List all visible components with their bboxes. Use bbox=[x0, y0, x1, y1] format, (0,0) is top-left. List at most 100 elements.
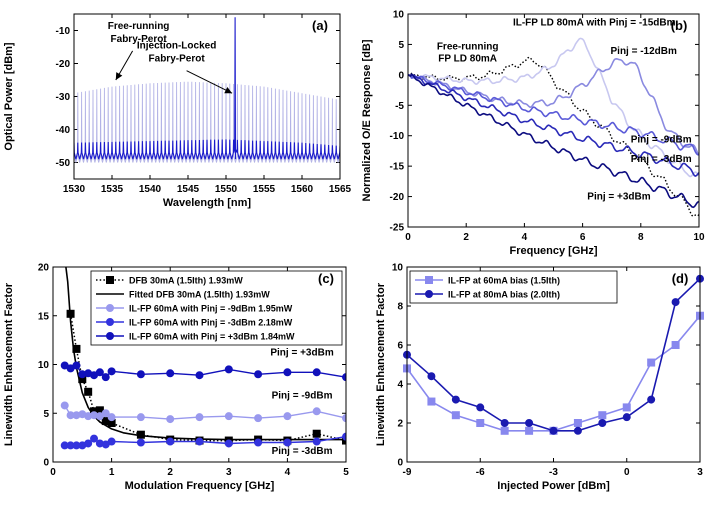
panel-b-ytick-label: 10 bbox=[393, 10, 405, 21]
panel-b-ytick-label: 0 bbox=[398, 70, 404, 81]
panel-d-point-s80 bbox=[525, 419, 534, 427]
panel-c-point-m9 bbox=[283, 412, 292, 421]
panel-c-point-p3 bbox=[224, 365, 233, 374]
panel-c-point-m3 bbox=[254, 438, 263, 447]
panel-d-xtick-label: 0 bbox=[624, 467, 630, 478]
panel-d-point-s60 bbox=[598, 411, 607, 420]
panel-c-frame bbox=[52, 266, 347, 463]
panel-c-annotation-c2: Pinj = -9dBm bbox=[272, 391, 333, 402]
panel-d-point-s60 bbox=[622, 403, 631, 412]
panel-c-point-p3 bbox=[72, 361, 81, 370]
panel-c-point-m3 bbox=[90, 434, 99, 443]
panel-d-point-s80 bbox=[647, 395, 656, 404]
panel-b-series-m3 bbox=[408, 74, 699, 177]
panel-c-xtick-label: 0 bbox=[50, 467, 56, 478]
panel-c-point-p3 bbox=[195, 371, 204, 380]
panel-b-ytick-label: -10 bbox=[390, 131, 405, 142]
panel-c-legend-label-p3: IL-FP 60mA with Pinj = +3dBm 1.84mW bbox=[129, 332, 295, 342]
panel-c-point-m3 bbox=[84, 439, 93, 448]
panel-d-point-s80 bbox=[451, 395, 460, 404]
panel-d-legend-label-s80: IL-FP at 80mA bias (2.0Ith) bbox=[448, 290, 560, 300]
panel-a-ytick-label: -20 bbox=[56, 59, 71, 70]
panel-d-ylabel: Linewidth Enhancement Factor bbox=[375, 282, 387, 446]
panel-a-xtick-label: 1540 bbox=[139, 184, 162, 195]
panel-c-legend-marker-p3 bbox=[106, 332, 114, 340]
panel-d-ytick-label: 6 bbox=[397, 341, 403, 352]
panel-b-annotation-b6: Pinj = +3dBm bbox=[587, 192, 650, 203]
panel-b-annotation-b1: IL-FP LD 80mA with Pinj = -15dBm bbox=[513, 18, 676, 29]
panel-b-traces bbox=[408, 37, 699, 217]
panel-c-point-m3 bbox=[195, 437, 204, 446]
panel-c-point-dfb bbox=[342, 436, 346, 445]
panel-c-legend-marker-m9 bbox=[106, 304, 114, 312]
panel-c-point-p3 bbox=[342, 373, 346, 382]
panel-c-xtick-label: 3 bbox=[226, 467, 232, 478]
panel-a-annotation-free_label: Fabry-Perot bbox=[111, 34, 168, 45]
panel-a-series-free bbox=[74, 81, 340, 163]
panel-b-annotation-b2: Free-running bbox=[437, 41, 499, 52]
panel-c: 0 1 2 3 4 5 0 5 10 15 20 Modulation Frequency [GHz]… bbox=[3, 263, 349, 493]
panel-b-annotation-b5: Pinj = -3dBm bbox=[631, 154, 692, 165]
panel-c-ytick-label: 0 bbox=[43, 458, 49, 469]
panel-a-arrow-locked_label bbox=[186, 70, 233, 94]
panel-a-xtick-label: 1565 bbox=[329, 184, 352, 195]
panel-c-legend-label-fit: Fitted DFB 30mA (1.5Ith) 1.93mW bbox=[129, 290, 270, 300]
panel-d-legend-marker-s80 bbox=[425, 290, 433, 298]
panel-b-xtick-label: 4 bbox=[522, 232, 528, 243]
panel-c-point-m9 bbox=[101, 409, 110, 418]
panel-a-frame bbox=[73, 13, 341, 180]
panel-c-ytick-label: 10 bbox=[38, 360, 50, 371]
panel-b-plot-area bbox=[408, 14, 699, 227]
panel-a-xtick-label: 1550 bbox=[215, 184, 238, 195]
panel-a-xlabel: Wavelength [nm] bbox=[163, 197, 252, 209]
panel-a-tag: (a) bbox=[312, 18, 328, 33]
panel-c-legend-label-m3: IL-FP 60mA with Pinj = -3dBm 2.18mW bbox=[129, 318, 293, 328]
panel-d-xtick-label: -3 bbox=[549, 467, 558, 478]
panel-c-point-m9 bbox=[60, 401, 69, 410]
panel-b-xtick-label: 10 bbox=[693, 232, 705, 243]
panel-b-series-m15 bbox=[408, 37, 699, 178]
panel-c-annotation-c3: Pinj = -3dBm bbox=[272, 446, 333, 457]
panel-c-traces bbox=[60, 267, 346, 450]
panel-b-ytick-label: -25 bbox=[390, 223, 405, 234]
panel-d-point-s60 bbox=[647, 358, 656, 367]
panel-c-point-m9 bbox=[312, 407, 321, 416]
panel-a-series-locked bbox=[74, 17, 340, 160]
panel-b-xtick-label: 2 bbox=[463, 232, 469, 243]
panel-c-point-p3 bbox=[312, 368, 321, 377]
panel-d-point-s80 bbox=[573, 426, 582, 435]
panel-d: -9 -6 -3 0 3 0 2 4 6 8 10 Injected Power [dBm] Linew… bbox=[375, 263, 704, 492]
panel-a-ytick-label: -30 bbox=[56, 92, 71, 103]
panel-d-xtick-label: -6 bbox=[476, 467, 485, 478]
panel-d-legend-marker-s60 bbox=[425, 276, 433, 284]
panel-a-annotation-locked_label: Fabry-Perot bbox=[149, 54, 206, 65]
panel-a-annotation-free_label: Free-running bbox=[108, 21, 170, 32]
panel-a-xtick-label: 1555 bbox=[253, 184, 276, 195]
panel-a-traces bbox=[74, 17, 340, 163]
panel-c-legend-label-dfb: DFB 30mA (1.5Ith) 1.93mW bbox=[129, 276, 243, 286]
panel-d-tag: (d) bbox=[672, 271, 689, 286]
panel-b-ytick-label: -5 bbox=[395, 101, 404, 112]
panel-b-series-free bbox=[408, 56, 699, 217]
panel-a-xtick-label: 1535 bbox=[101, 184, 124, 195]
panel-d-point-s80 bbox=[476, 403, 485, 412]
panel-d-point-s80 bbox=[549, 426, 558, 435]
panel-b-xtick-label: 0 bbox=[405, 232, 411, 243]
panel-c-legend-label-m9: IL-FP 60mA with Pinj = -9dBm 1.95mW bbox=[129, 304, 293, 314]
panel-c-point-p3 bbox=[107, 367, 116, 376]
panel-c-ytick-label: 5 bbox=[43, 409, 49, 420]
panel-a-xtick-label: 1530 bbox=[63, 184, 86, 195]
panel-c-tag: (c) bbox=[318, 271, 334, 286]
panel-d-legend-label-s60: IL-FP at 60mA bias (1.5Ith) bbox=[448, 276, 560, 286]
panel-c-point-m9 bbox=[342, 414, 346, 423]
panel-d-point-s60 bbox=[427, 397, 436, 406]
panel-a-xtick-label: 1560 bbox=[291, 184, 314, 195]
panel-c-point-dfb bbox=[312, 429, 321, 438]
panel-d-legend bbox=[409, 270, 618, 304]
panel-a-xtick-label: 1545 bbox=[177, 184, 200, 195]
panel-b-ytick-label: -15 bbox=[390, 162, 405, 173]
panel-c-point-m9 bbox=[166, 415, 175, 424]
panel-d-point-s80 bbox=[427, 372, 436, 381]
panel-c-series-fit-line bbox=[65, 267, 346, 441]
panel-b-series-m9 bbox=[408, 74, 699, 156]
